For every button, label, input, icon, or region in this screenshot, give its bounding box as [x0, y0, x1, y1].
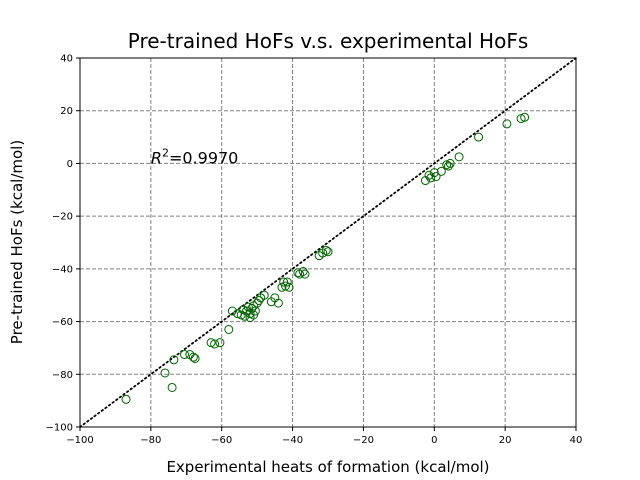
- x-tick-label: 40: [570, 435, 583, 446]
- y-tick-label: 0: [67, 159, 73, 170]
- y-tick-label: −60: [52, 317, 73, 328]
- data-point: [436, 166, 446, 176]
- r-squared-value: =0.9970: [169, 148, 238, 167]
- x-tick-label: 0: [431, 435, 437, 446]
- data-point: [431, 172, 441, 182]
- y-axis-ticks: −100 −80 −60 −40 −20 0 20 40: [46, 54, 80, 434]
- data-point: [240, 311, 250, 321]
- data-point: [224, 324, 234, 334]
- data-point: [180, 350, 190, 360]
- data-point: [429, 168, 439, 178]
- identity-reference-line: [79, 57, 577, 428]
- data-point: [298, 266, 308, 276]
- r-squared-annotation: R2=0.9970: [151, 146, 239, 167]
- x-tick-label: −100: [66, 435, 93, 446]
- data-point: [445, 158, 455, 168]
- data-point: [215, 338, 225, 348]
- data-point: [167, 382, 177, 392]
- x-tick-label: −80: [140, 435, 161, 446]
- data-point: [520, 112, 530, 122]
- data-point: [188, 352, 198, 362]
- data-point: [160, 368, 170, 378]
- y-tick-label: 20: [60, 106, 73, 117]
- plot-frame: [79, 57, 577, 428]
- data-point: [424, 170, 434, 180]
- data-point: [121, 394, 131, 404]
- data-point: [273, 298, 283, 308]
- data-point: [227, 306, 237, 316]
- data-point: [190, 353, 200, 363]
- data-point: [254, 295, 264, 305]
- grid-lines: [80, 58, 576, 427]
- r-squared-superscript: 2: [162, 146, 169, 159]
- data-point: [323, 247, 333, 257]
- data-point: [454, 152, 464, 162]
- data-point: [443, 161, 453, 171]
- data-points: [121, 112, 530, 404]
- data-point: [169, 355, 179, 365]
- x-tick-label: 20: [499, 435, 512, 446]
- r-squared-symbol: R: [151, 148, 162, 167]
- y-tick-label: 40: [60, 54, 73, 65]
- data-point: [284, 282, 294, 292]
- data-point: [502, 119, 512, 129]
- data-point: [293, 268, 303, 278]
- x-tick-label: −60: [211, 435, 232, 446]
- x-tick-label: −20: [353, 435, 374, 446]
- data-point: [259, 290, 269, 300]
- data-point: [210, 339, 220, 349]
- chart-title: Pre-trained HoFs v.s. experimental HoFs: [128, 29, 529, 53]
- x-tick-label: −40: [282, 435, 303, 446]
- y-tick-label: −80: [52, 370, 73, 381]
- y-axis-label: Pre-trained HoFs (kcal/mol): [8, 140, 26, 344]
- y-tick-label: −40: [52, 264, 73, 275]
- data-point: [474, 132, 484, 142]
- data-point: [300, 269, 310, 279]
- y-tick-label: −20: [52, 212, 73, 223]
- data-point: [282, 277, 292, 287]
- data-point: [321, 245, 331, 255]
- data-point: [249, 310, 259, 320]
- data-point: [279, 277, 289, 287]
- x-axis-label: Experimental heats of formation (kcal/mo…: [166, 458, 489, 476]
- y-tick-label: −100: [46, 423, 73, 434]
- x-axis-ticks: −100 −80 −60 −40 −20 0 20 40: [66, 427, 582, 446]
